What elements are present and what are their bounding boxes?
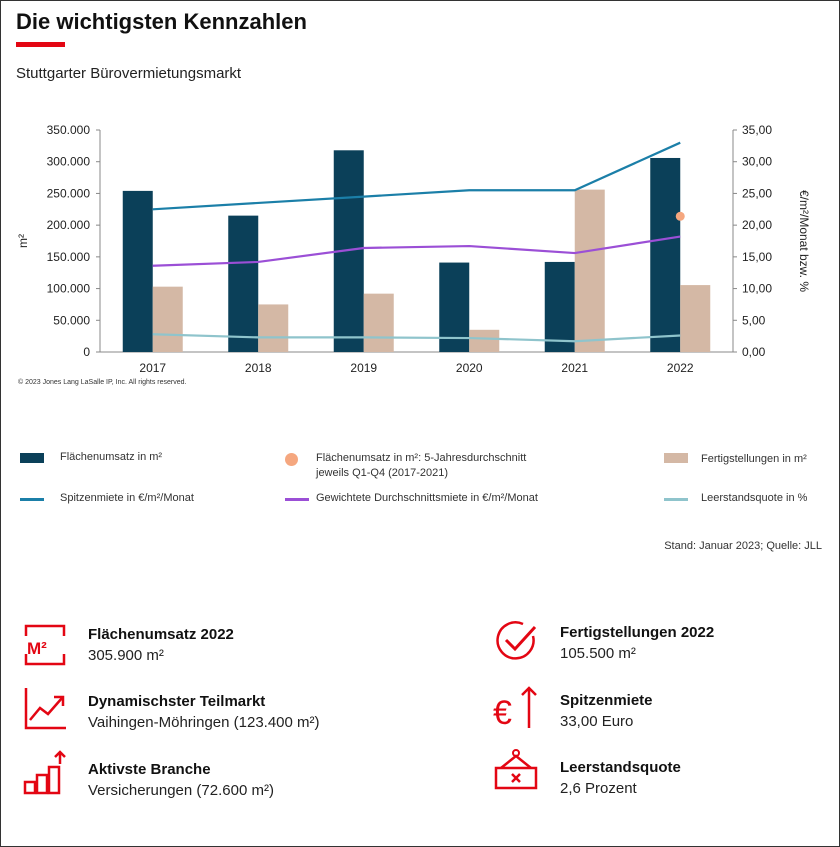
bar-fertigstellungen [152, 286, 183, 352]
y-right-tick-label: 25,00 [742, 186, 772, 200]
m2-icon: M² [24, 624, 66, 666]
y-left-tick-label: 250.000 [47, 186, 91, 200]
kpi-label: Aktivste Branche [88, 761, 211, 778]
legend-label-durchschnitt-line2: jeweils Q1-Q4 (2017-2021) [316, 467, 449, 479]
bar-fertigstellungen [469, 329, 500, 352]
kpi-value: 2,6 Prozent [560, 780, 637, 797]
x-tick-label: 2021 [561, 361, 588, 375]
bar-flaechenumsatz [228, 215, 259, 352]
x-tick-label: 2022 [667, 361, 694, 375]
bar-flaechenumsatz [544, 261, 575, 352]
kpi-value: Vaihingen-Möhringen (123.400 m²) [88, 714, 320, 731]
y-right-tick-label: 10,00 [742, 282, 772, 296]
kpi-label: Spitzenmiete [560, 692, 653, 709]
x-tick-label: 2019 [350, 361, 377, 375]
point-5-jahresdurchschnitt [675, 211, 685, 221]
bar-steps-icon [23, 750, 66, 795]
line-durchschnittsmiete [152, 235, 681, 267]
legend-swatch-leerstand [664, 498, 688, 501]
kpi-label: Dynamischster Teilmarkt [88, 693, 266, 710]
bar-fertigstellungen [680, 285, 711, 352]
y-right-tick-label: 5,00 [742, 313, 766, 327]
checkmark-icon [496, 621, 537, 660]
line-leerstandsquote [152, 333, 681, 343]
legend-swatch-flaechenumsatz [20, 453, 44, 463]
legend-label-spitzenmiete: Spitzenmiete in €/m²/Monat [60, 492, 194, 504]
y-right-tick-label: 20,00 [742, 218, 772, 232]
y-right-tick-label: 0,00 [742, 345, 766, 359]
svg-text:€: € [493, 694, 512, 730]
x-tick-label: 2020 [456, 361, 483, 375]
kpi-value: 305.900 m² [88, 647, 164, 664]
y-right-tick-label: 30,00 [742, 155, 772, 169]
legend-label-durchschnitt-line1: Flächenumsatz in m²: 5-Jahresdurchschnit… [316, 452, 527, 464]
legend-swatch-durchschnitt [285, 453, 298, 466]
trend-chart-icon [24, 688, 66, 730]
y-right-tick-label: 35,00 [742, 123, 772, 137]
legend-swatch-durchschnittsmiete [285, 498, 309, 501]
kpi-value: 33,00 Euro [560, 713, 634, 730]
legend-label-leerstand: Leerstandsquote in % [701, 492, 808, 504]
y-left-tick-label: 0 [83, 345, 90, 359]
y-left-tick-label: 350.000 [47, 123, 91, 137]
combo-chart: 0 50.000 100.000 150.000 200.000 250.000 300.0… [16, 123, 811, 375]
legend-label-flaechenumsatz: Flächenumsatz in m² [60, 451, 163, 463]
bar-fertigstellungen [258, 304, 289, 352]
legend-swatch-spitzenmiete [20, 498, 44, 501]
y-axis-left-title: m² [16, 234, 30, 248]
vacancy-sign-icon [494, 749, 538, 790]
page-title: Die wichtigsten Kennzahlen [16, 9, 307, 34]
source-note: Stand: Januar 2023; Quelle: JLL [664, 540, 822, 552]
kpi-label: Fertigstellungen 2022 [560, 624, 715, 641]
y-right-tick-label: 15,00 [742, 250, 772, 264]
y-left-tick-label: 200.000 [47, 218, 91, 232]
kpi-value: 105.500 m² [560, 645, 636, 662]
x-tick-label: 2018 [245, 361, 272, 375]
y-left-tick-label: 300.000 [47, 155, 91, 169]
page-subtitle: Stuttgarter Bürovermietungsmarkt [16, 65, 242, 82]
y-left-tick-label: 150.000 [47, 250, 91, 264]
legend-swatch-fertigstellungen [664, 453, 688, 463]
x-tick-label: 2017 [139, 361, 166, 375]
y-left-tick-label: 100.000 [47, 282, 91, 296]
bar-fertigstellungen [363, 293, 394, 352]
title-accent-bar [16, 42, 65, 47]
kpi-label: Flächenumsatz 2022 [88, 626, 234, 643]
euro-arrow-icon: € [493, 686, 537, 730]
kpi-label: Leerstandsquote [560, 759, 681, 776]
bar-fertigstellungen [574, 189, 605, 352]
legend-label-durchschnitt: Flächenumsatz in m²: 5-Jahresdurchschnit… [316, 451, 526, 481]
line-spitzenmiete [152, 141, 681, 211]
bar-flaechenumsatz [122, 190, 153, 352]
legend-label-fertigstellungen: Fertigstellungen in m² [701, 453, 807, 465]
svg-text:M²: M² [27, 639, 47, 658]
y-axis-right-title: €/m²/Monat bzw. % [797, 190, 811, 292]
bar-flaechenumsatz [650, 157, 681, 352]
chart-copyright: © 2023 Jones Lang LaSalle IP, Inc. All r… [18, 379, 187, 386]
y-left-tick-label: 50.000 [53, 313, 90, 327]
kpi-value: Versicherungen (72.600 m²) [88, 782, 274, 799]
legend-label-durchschnittsmiete: Gewichtete Durchschnittsmiete in €/m²/Mo… [316, 492, 538, 504]
